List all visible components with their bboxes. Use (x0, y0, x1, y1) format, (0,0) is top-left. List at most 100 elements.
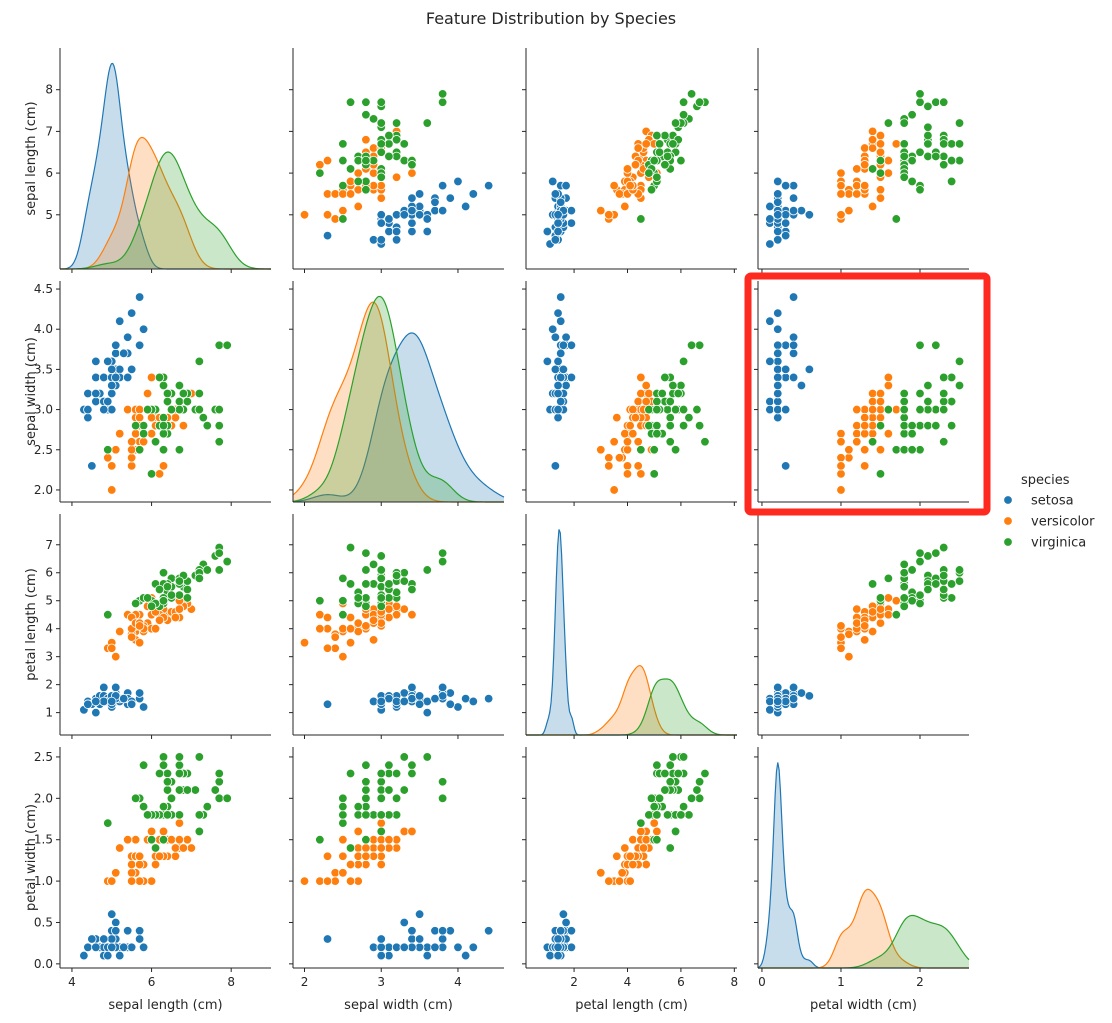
point-versicolor-2 (182, 835, 193, 845)
point-versicolor-16 (875, 185, 886, 195)
point-virginica-19 (649, 469, 659, 479)
point-versicolor-8 (170, 412, 181, 423)
point-virginica-17 (931, 340, 941, 350)
point-virginica-34 (150, 843, 161, 853)
point-versicolor-47 (154, 851, 165, 861)
point-virginica-37 (162, 396, 173, 407)
point-virginica-31 (915, 556, 925, 567)
point-versicolor-29 (836, 180, 846, 191)
point-virginica-13 (915, 445, 925, 455)
point-setosa-42 (550, 235, 561, 245)
point-virginica-47 (915, 147, 925, 157)
point-setosa-44 (111, 682, 121, 693)
point-virginica-8 (174, 445, 185, 455)
point-setosa-43 (804, 364, 815, 375)
point-virginica-30 (202, 420, 213, 431)
point-setosa-39 (773, 372, 783, 383)
panel-grid: 5 6 7 8 2.0 2.5 3.0 3.5 4.0 4.5 1 2 3 4 5 6 7 4 6 8 0.0 0.5 1.… (24, 48, 991, 1013)
point-versicolor-31 (126, 453, 137, 463)
point-versicolor-14 (859, 635, 870, 645)
point-setosa-16 (445, 699, 455, 709)
point-setosa-42 (83, 388, 93, 399)
point-versicolor-36 (174, 604, 185, 614)
point-versicolor-35 (883, 372, 894, 383)
x-tick-label: 2 (916, 975, 924, 989)
point-versicolor-49 (625, 180, 635, 191)
point-setosa-49 (553, 380, 563, 391)
point-setosa-45 (553, 218, 563, 228)
y-tick-label: 6 (45, 566, 53, 580)
point-setosa-47 (553, 226, 563, 237)
point-virginica-29 (883, 573, 894, 584)
point-virginica-48 (939, 372, 949, 383)
point-virginica-17 (437, 548, 448, 558)
point-versicolor-9 (867, 626, 878, 637)
point-virginica-6 (891, 214, 902, 224)
point-setosa-44 (566, 926, 577, 936)
point-versicolor-34 (376, 193, 386, 203)
point-virginica-13 (338, 793, 348, 804)
point-versicolor-34 (122, 835, 133, 845)
y-axis-label-petal-length: petal length (cm) (24, 568, 39, 681)
point-versicolor-7 (604, 453, 614, 463)
point-versicolor-0 (867, 388, 878, 399)
point-versicolor-9 (620, 201, 630, 212)
point-setosa-37 (103, 356, 113, 367)
point-virginica-38 (644, 810, 654, 820)
point-versicolor-33 (146, 428, 157, 439)
point-versicolor-47 (154, 615, 165, 626)
panel-petal-length-vs-sepal-width (289, 514, 504, 739)
point-versicolor-43 (836, 210, 846, 220)
point-virginica-6 (103, 445, 113, 455)
point-virginica-46 (907, 596, 917, 606)
point-setosa-45 (376, 218, 386, 228)
point-virginica-7 (899, 412, 909, 423)
point-virginica-32 (931, 420, 941, 431)
point-setosa-45 (780, 696, 791, 707)
point-setosa-40 (107, 934, 117, 944)
point-virginica-39 (923, 584, 933, 595)
kde-line-virginica (60, 151, 272, 270)
point-setosa-49 (773, 696, 783, 707)
point-virginica-44 (399, 752, 409, 762)
panel-sepal-width-vs-petal-length (522, 281, 737, 506)
point-virginica-40 (665, 760, 675, 770)
point-versicolor-36 (875, 139, 886, 149)
point-virginica-30 (202, 565, 213, 575)
point-virginica-5 (210, 785, 220, 795)
point-virginica-2 (190, 785, 201, 795)
point-versicolor-35 (407, 826, 417, 837)
point-versicolor-38 (859, 404, 870, 415)
y-tick-label: 2.5 (34, 750, 53, 764)
point-versicolor-26 (867, 135, 878, 145)
point-versicolor-36 (641, 835, 651, 845)
point-setosa-14 (138, 942, 149, 953)
point-virginica-31 (222, 340, 232, 350)
point-virginica-32 (361, 777, 371, 787)
point-virginica-34 (345, 843, 356, 853)
point-versicolor-32 (620, 428, 630, 439)
point-versicolor-33 (883, 593, 894, 603)
point-virginica-30 (361, 565, 371, 575)
point-virginica-0 (158, 752, 169, 762)
point-virginica-30 (907, 565, 917, 575)
point-virginica-42 (138, 428, 149, 439)
point-setosa-23 (111, 917, 121, 928)
point-virginica-14 (946, 593, 957, 603)
point-virginica-6 (891, 445, 902, 455)
point-virginica-23 (899, 428, 909, 439)
point-virginica-34 (867, 579, 878, 589)
point-setosa-40 (414, 699, 425, 709)
point-virginica-12 (923, 404, 933, 415)
point-virginica-21 (130, 598, 141, 609)
point-virginica-41 (652, 396, 662, 407)
kde-line-setosa (292, 332, 505, 503)
point-setosa-19 (437, 934, 448, 944)
point-virginica-44 (174, 380, 185, 391)
point-setosa-25 (376, 210, 386, 220)
point-virginica-44 (668, 380, 678, 391)
point-virginica-7 (368, 114, 379, 124)
point-versicolor-29 (609, 437, 619, 447)
point-virginica-28 (923, 151, 933, 162)
point-virginica-33 (652, 835, 662, 845)
